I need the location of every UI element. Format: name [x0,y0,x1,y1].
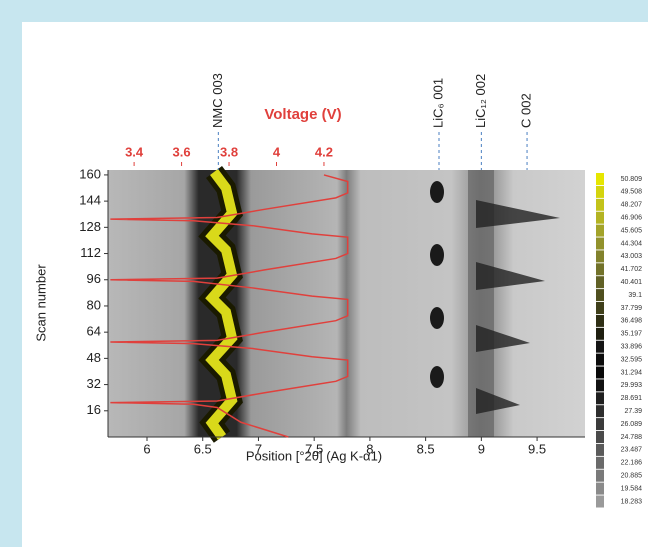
colorbar-swatch [596,302,604,314]
colorbar-label: 31.294 [621,369,643,376]
colorbar-swatch [596,469,604,482]
colorbar-swatch [596,456,604,469]
x-tick-label: 7.5 [305,441,323,456]
colorbar-swatch [596,418,604,431]
colorbar-swatch [596,379,604,392]
y-tick-label: 112 [80,245,101,260]
colorbar-swatch [596,198,604,211]
colorbar-label: 41.702 [621,266,643,273]
colorbar-swatch [596,276,604,289]
colorbar-label: 27.39 [624,408,642,415]
y-tick-label: 64 [87,324,101,339]
colorbar-label: 44.304 [621,240,643,247]
colorbar-swatch [596,314,604,327]
colorbar-swatch [596,224,604,237]
y-tick-label: 160 [79,166,101,181]
x-axis-title: Position [°2θ] (Ag K-α1) [246,448,382,463]
colorbar-swatch [596,327,604,340]
x-tick-label: 6 [143,441,150,456]
colorbar-label: 46.906 [621,215,643,222]
colorbar-label: 49.508 [621,189,643,196]
colorbar-swatch [596,495,604,508]
colorbar-label: 22.186 [621,460,643,467]
colorbar-label: 45.605 [621,227,643,234]
colorbar-label: 33.896 [621,344,643,351]
colorbar-label: 50.809 [621,176,643,183]
x2-tick-label: 3.6 [173,144,191,159]
colorbar-swatch [596,431,604,443]
x2-tick-label: 4 [273,144,281,159]
y-tick-label: 128 [79,219,101,234]
colorbar-label: 29.993 [621,382,643,389]
colorbar-label: 26.089 [621,421,643,428]
colorbar-swatch [596,185,604,198]
colorbar-label: 20.885 [621,473,643,480]
colorbar-label: 28.691 [621,395,643,402]
colorbar-label: 18.283 [621,498,643,505]
colorbar-swatch [596,237,604,250]
y-tick-label: 48 [87,350,101,365]
colorbar-swatch [596,289,604,302]
y-tick-label: 16 [87,402,101,417]
colorbar-label: 48.207 [621,202,643,209]
x-tick-label: 7 [255,441,262,456]
colorbar-swatch [596,250,604,263]
y-tick-label: 144 [79,193,101,208]
y-axis-title: Scan number [33,264,48,342]
colorbar-label: 32.595 [621,356,643,363]
peak-label: C 002 [518,93,533,128]
colorbar-label: 39.1 [628,292,642,299]
colorbar-swatch [596,392,604,405]
colorbar-label: 43.003 [621,253,643,260]
colorbar-swatch [596,405,604,418]
colorbar-swatch [596,443,604,456]
colorbar-label: 37.799 [621,305,643,312]
x2-tick-label: 4.2 [315,144,333,159]
x2-tick-label: 3.4 [125,144,144,159]
peak-label: NMC 003 [210,73,225,128]
peak-label: LiC₆ 001 [430,78,445,128]
colorbar-label: 19.584 [621,485,643,492]
y-tick-label: 32 [87,376,101,391]
x-tick-label: 6.5 [194,441,212,456]
colorbar-swatch [596,482,604,495]
y-tick-label: 80 [87,297,101,312]
colorbar-swatch [596,173,604,185]
colorbar-label: 36.498 [621,318,643,325]
voltage-line [110,174,349,438]
x2-tick-label: 3.8 [220,144,238,159]
x-tick-label: 8 [366,441,373,456]
colorbar-swatch [596,211,604,224]
peak-label: LiC₁₂ 002 [473,74,488,128]
x-tick-label: 9 [478,441,485,456]
colorbar-label: 40.401 [621,279,643,286]
heatmap-features [198,166,560,443]
colorbar-swatch [596,353,604,366]
colorbar-swatch [596,263,604,276]
x2-axis-title: Voltage (V) [264,106,341,123]
colorbar-swatch [596,366,604,379]
x-tick-label: 8.5 [417,441,435,456]
x-tick-label: 9.5 [528,441,546,456]
colorbar-label: 24.788 [621,434,643,441]
y-tick-label: 96 [87,271,101,286]
colorbar-swatch [596,340,604,353]
colorbar-label: 35.197 [621,331,643,338]
colorbar-label: 23.487 [621,447,643,454]
